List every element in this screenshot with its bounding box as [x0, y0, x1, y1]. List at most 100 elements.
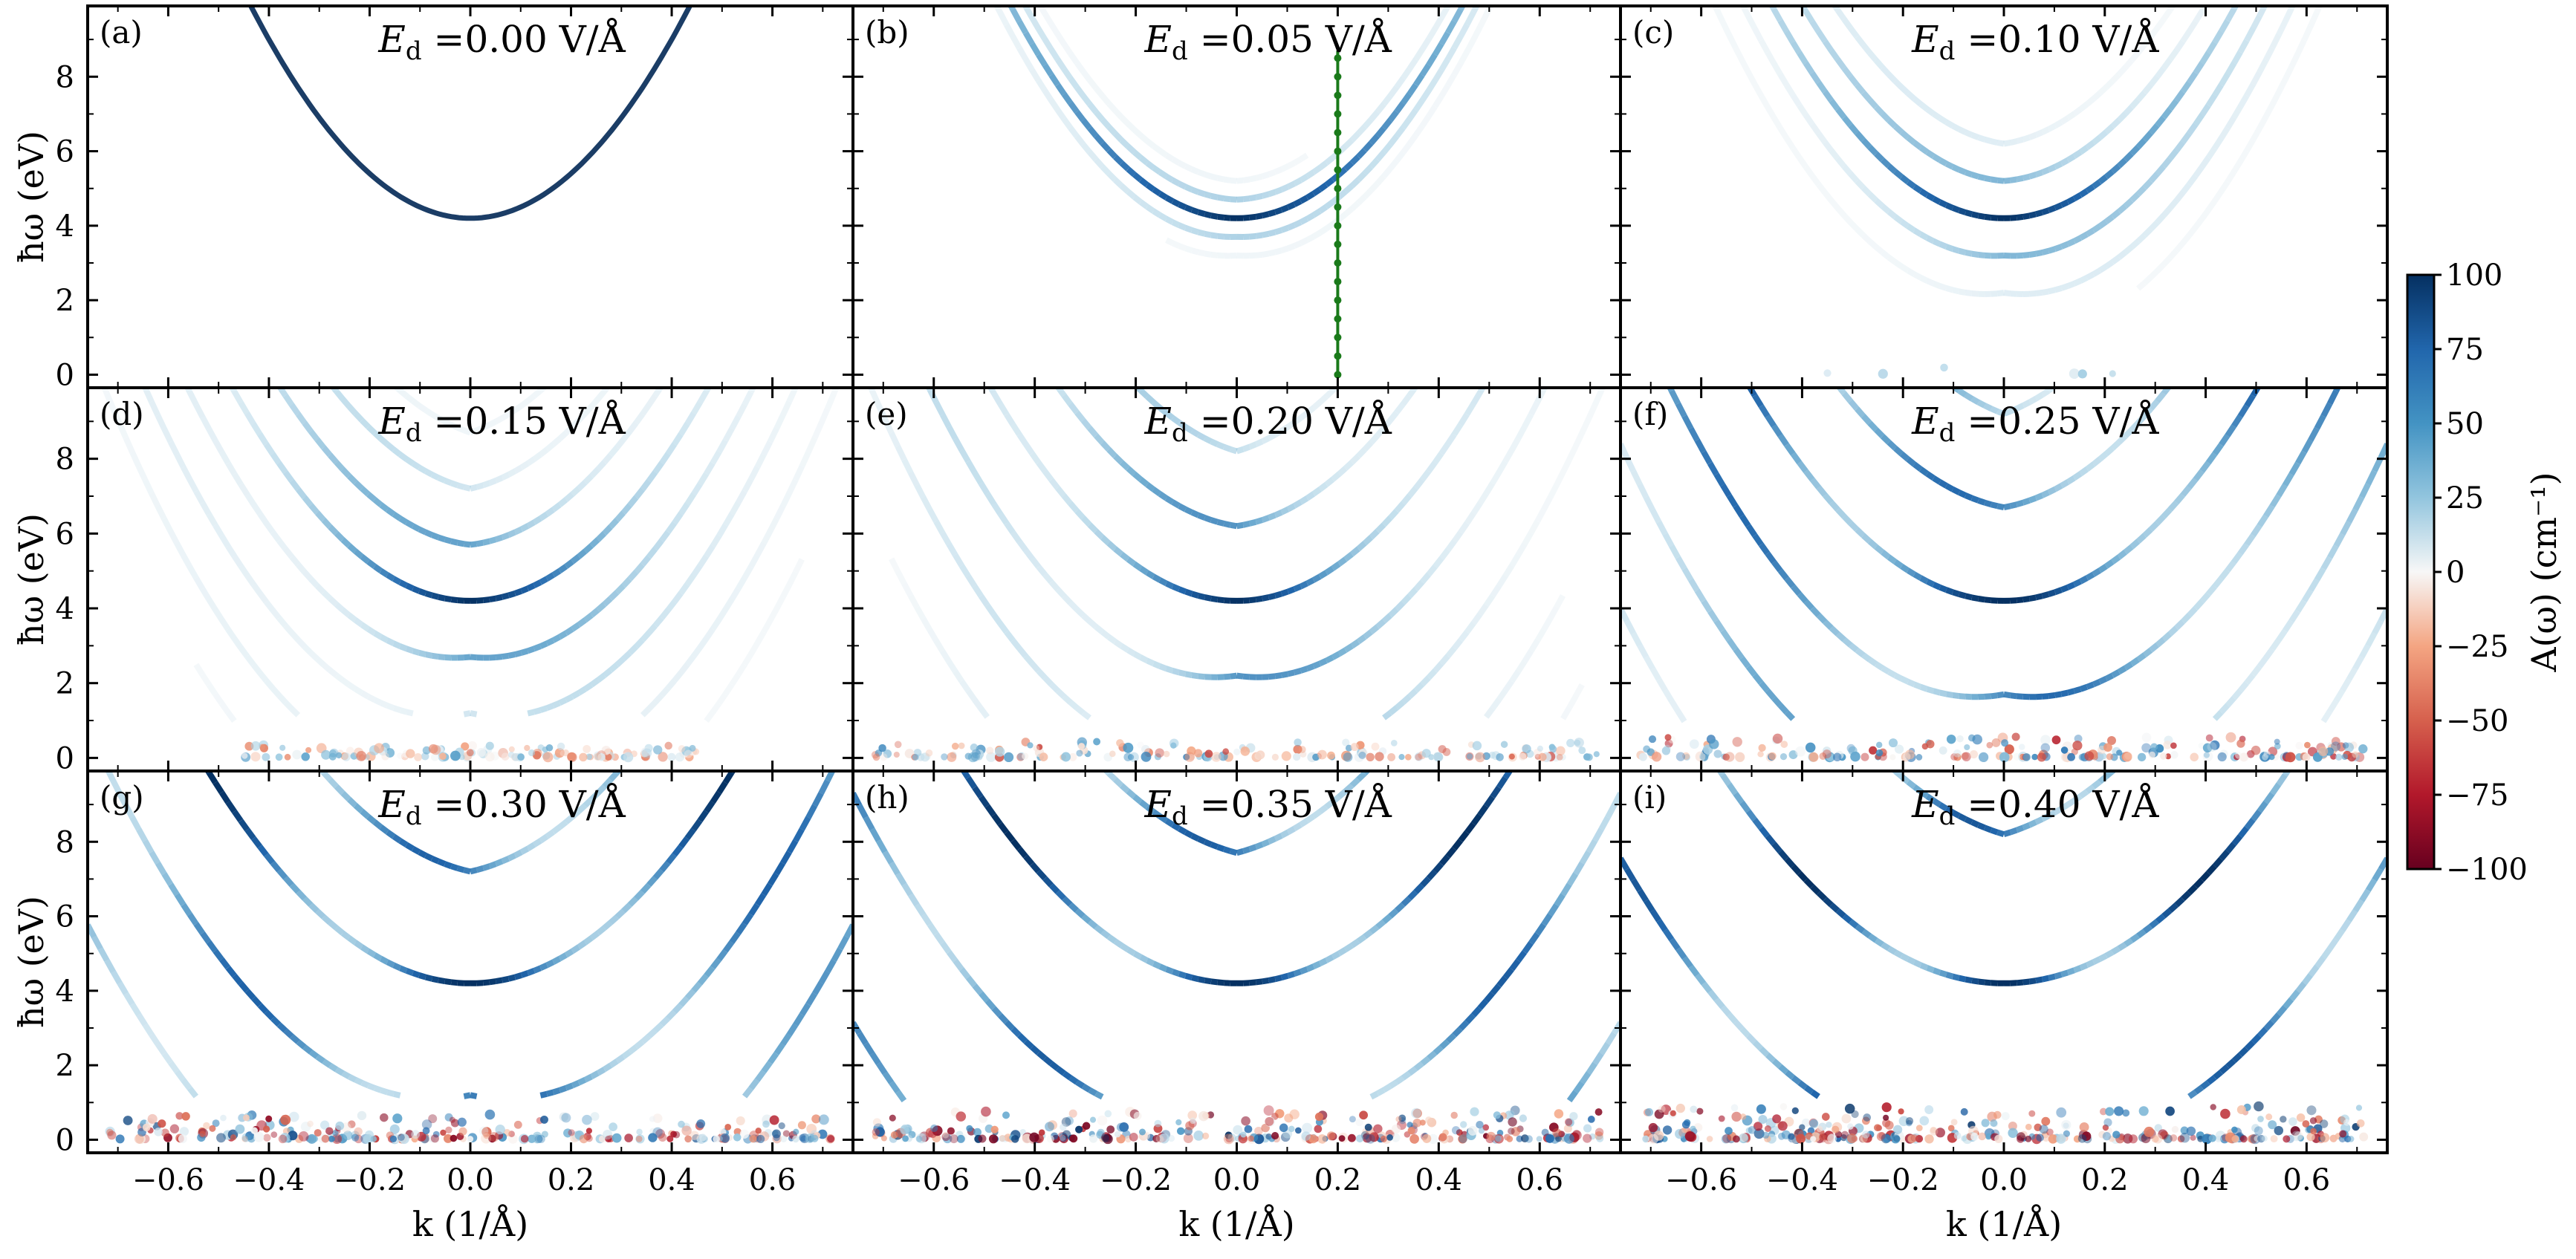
- replica-segment: [360, 690, 370, 700]
- replica-segment: [2272, 351, 2279, 363]
- replica-segment: [953, 669, 964, 683]
- replica-segment: [1906, 179, 1916, 189]
- x-tick-label: 0.0: [1980, 1163, 2028, 1197]
- replica-segment: [1106, 634, 1117, 645]
- spectral-point: [696, 1119, 706, 1128]
- replica-segment: [1759, 680, 1770, 693]
- replica-segment: [2028, 250, 2037, 258]
- replica-segment: [2266, 362, 2273, 374]
- spectral-point: [2171, 1125, 2179, 1133]
- replica-segment: [725, 344, 732, 357]
- replica-segment: [2034, 169, 2043, 178]
- replica-segment: [411, 846, 421, 855]
- spectral-point: [875, 1127, 885, 1137]
- replica-segment: [399, 965, 408, 974]
- replica-segment: [2060, 479, 2070, 489]
- replica-segment: [652, 388, 664, 397]
- spectral-point: [1289, 1109, 1300, 1119]
- replica-segment: [405, 519, 415, 529]
- replica-segment: [577, 617, 587, 628]
- replica-segment: [2103, 446, 2115, 457]
- replica-segment: [958, 564, 971, 578]
- spectral-point: [1082, 1122, 1091, 1131]
- colorbar-tick-label: 100: [2446, 258, 2502, 293]
- replica-segment: [2161, 206, 2173, 218]
- replica-segment: [1299, 152, 1309, 162]
- spectral-point: [1141, 751, 1152, 762]
- spectral-point: [1684, 1131, 1696, 1142]
- replica-segment: [463, 427, 472, 436]
- replica-segment: [1829, 99, 1840, 111]
- spectral-point: [956, 1111, 967, 1122]
- spectral-point: [461, 742, 470, 751]
- spectral-point: [342, 752, 351, 761]
- colorbar-tick-label: 50: [2446, 407, 2484, 441]
- replica-segment: [1777, 73, 1790, 87]
- replica-segment: [334, 602, 345, 613]
- replica-segment: [793, 558, 805, 574]
- replica-segment: [1939, 283, 1947, 291]
- replica-segment: [1752, 394, 1764, 408]
- replica-segment: [2009, 501, 2018, 510]
- spectral-point: [450, 1134, 458, 1142]
- replica-segment: [2308, 10, 2320, 27]
- replica-segment: [1312, 660, 1321, 669]
- replica-segment: [1874, 427, 1885, 439]
- spectral-point: [508, 746, 515, 752]
- spectral-point: [430, 744, 441, 755]
- spectral-point: [1419, 1119, 1426, 1126]
- spectral-point: [2283, 1135, 2291, 1143]
- replica-segment: [186, 478, 199, 493]
- replica-segment: [1573, 861, 1585, 876]
- spectral-point: [351, 1133, 360, 1142]
- replica-segment: [1900, 264, 1910, 273]
- replica-segment: [1977, 822, 1986, 831]
- replica-segment: [2092, 179, 2102, 189]
- replica-segment: [2251, 1033, 2262, 1044]
- replica-segment: [1598, 1041, 1611, 1055]
- replica-segment: [1407, 1066, 1418, 1076]
- replica-segment: [1230, 196, 1237, 203]
- replica-segment: [1861, 652, 1872, 663]
- replica-segment: [1733, 1019, 1745, 1031]
- spectral-point: [1753, 1128, 1765, 1139]
- replica-segment: [1849, 919, 1859, 929]
- replica-segment: [621, 902, 632, 914]
- replica-segment: [1016, 432, 1028, 446]
- replica-segment: [793, 465, 805, 481]
- replica-segment: [927, 508, 939, 523]
- spectral-point: [2265, 1113, 2273, 1121]
- replica-segment: [334, 1067, 345, 1076]
- plot-area: [853, 771, 1620, 1145]
- panel-b: (b) Ed =0.05 V/Å: [851, 4, 1622, 389]
- replica-segment: [1317, 482, 1328, 492]
- replica-segment: [443, 419, 453, 428]
- spectral-point: [1826, 1122, 1832, 1128]
- replica-segment: [1477, 998, 1489, 1010]
- spectral-point: [772, 1129, 781, 1139]
- spectral-point: [275, 753, 283, 761]
- replica-segment: [1522, 941, 1534, 954]
- replica-segment: [526, 519, 536, 529]
- spectral-point: [1170, 742, 1177, 749]
- spectral-point: [2040, 735, 2051, 745]
- replica-segment: [2193, 599, 2204, 611]
- replica-segment: [1113, 154, 1124, 166]
- replica-segment: [2174, 897, 2185, 908]
- replica-segment: [539, 705, 548, 713]
- replica-segment: [2079, 188, 2089, 198]
- spectral-point: [331, 1133, 343, 1145]
- replica-segment: [1152, 143, 1162, 154]
- replica-segment: [507, 974, 516, 982]
- replica-segment: [2295, 450, 2307, 465]
- replica-segment: [2269, 638, 2282, 651]
- replica-segment: [1369, 1090, 1379, 1100]
- replica-segment: [1464, 10, 1476, 27]
- replica-segment: [1759, 1046, 1770, 1058]
- replica-segment: [1419, 63, 1432, 77]
- replica-segment: [773, 1042, 785, 1055]
- replica-segment: [1286, 420, 1297, 430]
- spectral-point: [2352, 751, 2359, 758]
- replica-segment: [611, 375, 617, 383]
- spectral-point: [1365, 1133, 1375, 1144]
